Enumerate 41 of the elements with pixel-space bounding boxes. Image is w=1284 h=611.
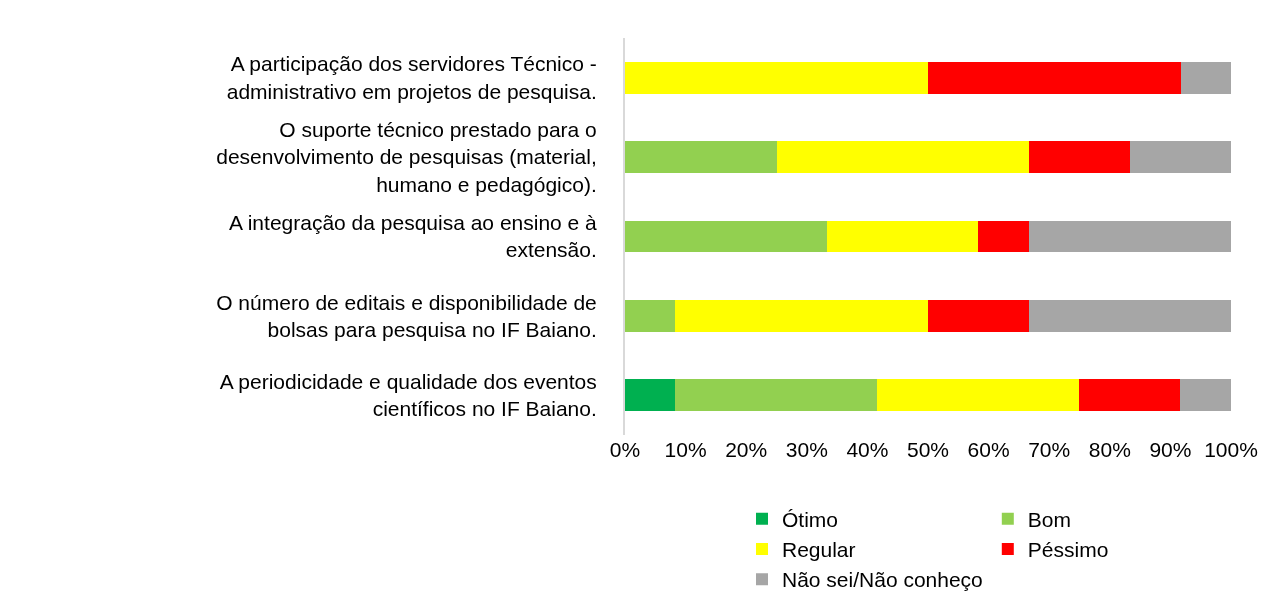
- x-tick-label: 90%: [1149, 438, 1192, 461]
- x-tick-label: 0%: [609, 438, 641, 461]
- legend-label: Bom: [1027, 507, 1071, 531]
- x-tick-label: 50%: [906, 438, 950, 461]
- bar: [877, 379, 1079, 412]
- bar: [928, 61, 1181, 94]
- y-tick-label: O número de editais e disponibilidade de bolsas para pesquisa no IF Baiano.: [216, 290, 597, 341]
- x-tick-label: 40%: [846, 438, 889, 461]
- y-tick-label: O suporte técnico prestado para o desenvolvimento de pesquisas (material, humano e pedagógico).: [216, 118, 597, 196]
- legend-label: Regular: [782, 538, 856, 562]
- y-tick-label: A participação dos servidores Técnico - administrativo em projetos de pesquisa.: [226, 52, 597, 103]
- x-tick-label: 30%: [785, 438, 828, 461]
- x-tick-label: 60%: [967, 438, 1010, 461]
- bar: [1028, 220, 1231, 253]
- bar: [1130, 141, 1231, 173]
- x-tick-label: 20%: [725, 438, 768, 461]
- x-tick-label: 80%: [1088, 438, 1131, 461]
- x-tick-label: 10%: [664, 438, 707, 461]
- bar: [776, 141, 1030, 173]
- y-tick-label: A integração da pesquisa ao ensino e à extensão.: [229, 211, 598, 262]
- legend-label: Péssimo: [1027, 538, 1109, 562]
- bar: [675, 300, 928, 332]
- bar: [1029, 300, 1231, 332]
- legend-label: Não sei/Não conheço: [782, 568, 983, 592]
- bar: [625, 61, 928, 94]
- bar: [826, 220, 979, 253]
- bar: [625, 220, 827, 253]
- x-tick-label: 70%: [1028, 438, 1071, 461]
- bar: [625, 379, 676, 412]
- y-tick-label: A periodicidade e qualidade dos eventos científicos no IF Baiano.: [219, 370, 597, 421]
- bar: [1029, 141, 1131, 173]
- legend-label: Ótimo: [782, 507, 839, 531]
- bar: [625, 300, 676, 332]
- bar: [1078, 379, 1181, 412]
- bar: [1180, 379, 1231, 412]
- bar: [928, 300, 1030, 332]
- bar: [1180, 61, 1231, 94]
- x-tick-label: 100%: [1204, 438, 1258, 461]
- bar: [978, 220, 1029, 253]
- bar: [675, 379, 878, 412]
- bar: [625, 141, 777, 173]
